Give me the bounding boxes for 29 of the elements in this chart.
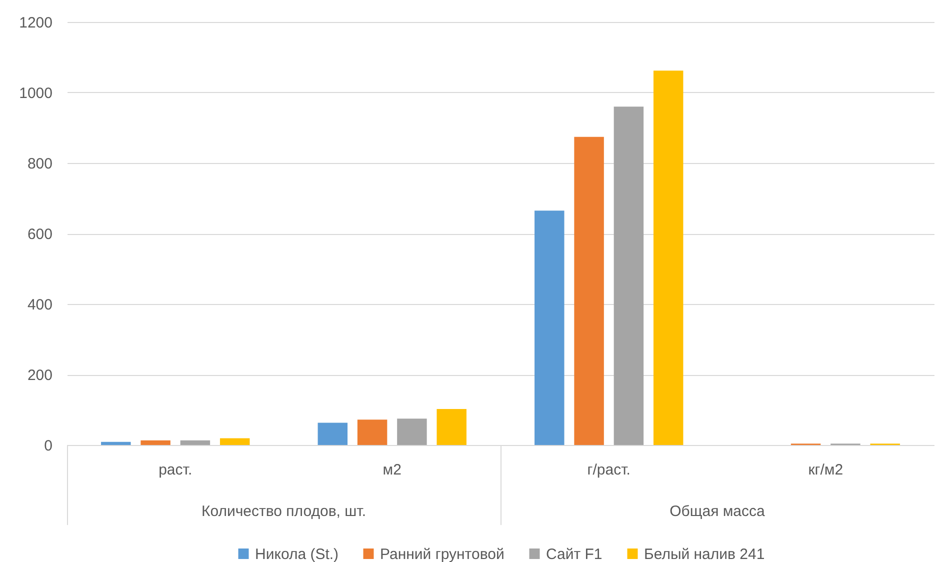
- bar: [140, 440, 170, 445]
- text: Общая масса: [670, 503, 766, 520]
- bar: [220, 438, 250, 445]
- bar: [574, 136, 604, 445]
- y-tick-label: 800: [27, 156, 52, 172]
- y-tick-label: 1200: [19, 14, 52, 32]
- x-tick-label: м2: [382, 462, 402, 478]
- bar: [101, 442, 131, 445]
- text: Количество плодов, шт.: [201, 503, 366, 520]
- bar: [357, 420, 388, 445]
- y-tick-label: 200: [27, 367, 52, 384]
- bar: [653, 70, 684, 445]
- y-tick-label: 400: [27, 296, 52, 314]
- x-tick-label: г/раст.: [587, 462, 630, 478]
- legend-label: Сайт F1: [546, 546, 602, 562]
- bar: [180, 440, 210, 445]
- y-tick-label: 1000: [19, 85, 52, 102]
- legend-label: Белый налив 241: [644, 546, 765, 562]
- bar: [318, 422, 348, 445]
- bar: [614, 106, 644, 445]
- bar: [436, 409, 466, 445]
- bar: [534, 210, 564, 445]
- y-tick-label: 600: [27, 226, 52, 243]
- bar: [397, 418, 427, 445]
- x-tick-label: кг/м2: [808, 462, 844, 478]
- y-tick-label: 0: [44, 438, 52, 454]
- legend-label: Никола (St.): [255, 546, 339, 562]
- legend-label: Ранний грунтовой: [380, 546, 504, 562]
- x-tick-label: раст.: [158, 462, 192, 478]
